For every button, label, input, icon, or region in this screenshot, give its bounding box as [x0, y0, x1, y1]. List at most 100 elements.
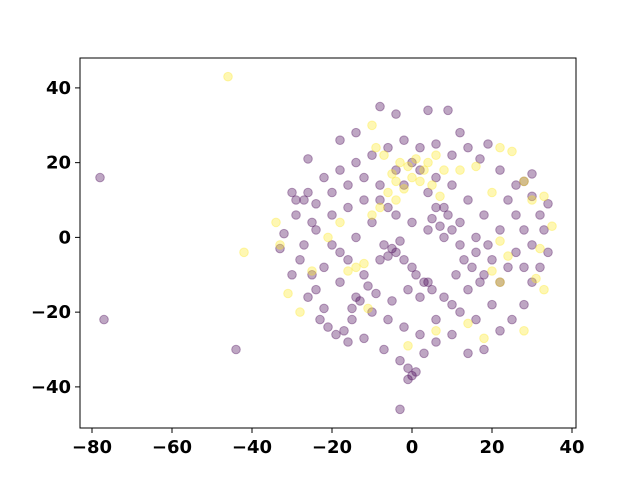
scatter-point-class-0: [423, 105, 433, 116]
scatter-point-class-0: [495, 326, 505, 336]
scatter-point-class-0: [395, 404, 405, 415]
scatter-point-class-0: [519, 225, 529, 235]
scatter-point-class-0: [351, 157, 361, 168]
scatter-point-class-0: [359, 172, 369, 183]
scatter-point-class-1: [435, 191, 445, 202]
scatter-point-class-0: [359, 195, 369, 205]
scatter-point-class-0: [307, 270, 317, 280]
scatter-point-class-0: [463, 195, 473, 205]
scatter-point-class-1: [387, 169, 397, 179]
scatter-point-class-0: [463, 348, 473, 359]
scatter-point-class-0: [411, 270, 421, 280]
scatter-point-class-0: [407, 157, 417, 168]
scatter-point-class-0: [399, 180, 409, 190]
scatter-point-class-1: [431, 150, 441, 160]
scatter-point-class-0: [399, 135, 409, 145]
scatter-point-class-1: [531, 273, 541, 284]
scatter-point-class-0: [535, 262, 545, 273]
scatter-point-class-0: [415, 292, 425, 303]
x-tick-label: 40: [559, 437, 584, 458]
scatter-point-class-0: [279, 228, 289, 239]
scatter-point-class-1: [427, 180, 437, 190]
scatter-point-class-1: [503, 251, 513, 261]
scatter-point-class-1: [495, 142, 505, 153]
scatter-point-class-0: [495, 277, 505, 288]
scatter-point-class-0: [447, 225, 457, 235]
scatter-point-class-1: [535, 243, 545, 254]
scatter-point-class-1: [383, 187, 393, 198]
scatter-point-class-0: [423, 225, 433, 235]
scatter-point-class-0: [303, 154, 313, 164]
scatter-point-class-0: [363, 281, 373, 291]
scatter-point-class-0: [415, 142, 425, 153]
scatter-point-class-0: [383, 314, 393, 325]
scatter-point-class-0: [495, 165, 505, 175]
scatter-point-class-0: [443, 105, 453, 116]
scatter-point-class-1: [439, 165, 449, 175]
scatter-point-class-0: [511, 210, 521, 220]
scatter-point-class-1: [463, 318, 473, 329]
scatter-point-class-0: [343, 254, 353, 265]
scatter-point-class-1: [367, 210, 377, 220]
scatter-point-class-0: [391, 210, 401, 220]
scatter-point-class-0: [391, 109, 401, 119]
scatter-point-class-1: [375, 202, 385, 213]
x-tick-label: −40: [232, 437, 272, 458]
scatter-point-class-0: [535, 210, 545, 220]
scatter-point-class-0: [375, 180, 385, 190]
scatter-point-class-0: [307, 217, 317, 228]
scatter-point-class-1: [283, 288, 293, 299]
scatter-point-class-0: [407, 217, 417, 228]
scatter-point-class-1: [539, 284, 549, 295]
scatter-point-class-0: [359, 270, 369, 280]
scatter-point-class-0: [463, 142, 473, 153]
scatter-point-class-0: [483, 139, 493, 149]
scatter-point-class-0: [391, 165, 401, 175]
scatter-point-class-0: [447, 329, 457, 340]
scatter-point-class-0: [455, 217, 465, 228]
scatter-point-class-0: [407, 370, 417, 381]
scatter-point-class-1: [295, 307, 305, 317]
scatter-point-class-0: [407, 262, 417, 273]
scatter-point-class-0: [419, 277, 429, 288]
scatter-point-class-0: [299, 240, 309, 250]
x-axis: −80 −60 −40 −20 0 20 40: [72, 428, 585, 458]
scatter-point-class-0: [375, 254, 385, 265]
scatter-point-class-0: [447, 299, 457, 310]
scatter-point-class-0: [303, 187, 313, 198]
scatter-point-class-0: [335, 247, 345, 258]
y-tick-label: −40: [31, 377, 71, 398]
scatter-point-class-0: [427, 284, 437, 295]
scatter-point-class-0: [439, 292, 449, 303]
scatter-point-class-0: [399, 322, 409, 332]
scatter-point-class-1: [487, 187, 497, 198]
scatter-point-class-1: [403, 161, 413, 172]
scatter-point-class-0: [327, 187, 337, 198]
scatter-point-class-0: [403, 284, 413, 295]
y-tick-label: 0: [58, 227, 71, 248]
scatter-point-class-0: [415, 329, 425, 340]
scatter-point-class-0: [367, 150, 377, 160]
scatter-point-class-0: [431, 337, 441, 347]
scatter-point-class-0: [383, 251, 393, 261]
scatter-point-class-0: [331, 329, 341, 340]
scatter-point-class-0: [375, 101, 385, 112]
scatter-point-class-0: [351, 232, 361, 243]
scatter-point-class-1: [363, 303, 373, 314]
scatter-point-class-1: [431, 326, 441, 336]
scatter-point-class-0: [475, 277, 485, 288]
scatter-point-class-0: [379, 240, 389, 250]
scatter-point-class-0: [539, 225, 549, 235]
scatter-point-class-0: [347, 303, 357, 314]
scatter-point-class-0: [519, 176, 529, 187]
scatter-point-class-1: [419, 165, 429, 175]
scatter-point-class-1: [495, 236, 505, 246]
scatter-point-class-1: [307, 266, 317, 276]
scatter-point-class-0: [275, 243, 285, 254]
scatter-point-class-1: [407, 172, 417, 183]
scatter-point-class-0: [471, 232, 481, 243]
scatter-point-class-0: [447, 180, 457, 190]
scatter-point-class-0: [479, 270, 489, 280]
scatter-point-class-0: [327, 240, 337, 250]
scatter-point-class-1: [399, 184, 409, 194]
